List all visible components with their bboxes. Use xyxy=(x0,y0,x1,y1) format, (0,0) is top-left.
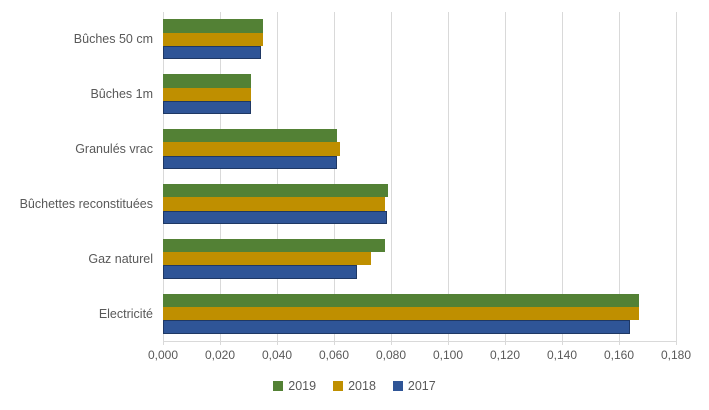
x-tick-mark xyxy=(448,341,449,345)
bar-group xyxy=(163,293,639,334)
x-tick-label: 0,120 xyxy=(489,348,521,362)
bar-2019[interactable] xyxy=(163,19,263,33)
legend-swatch-icon xyxy=(273,381,284,391)
x-tick-label: 0,180 xyxy=(660,348,692,362)
bar-2017[interactable] xyxy=(163,210,387,224)
x-tick-label: 0,080 xyxy=(375,348,407,362)
bar-2019[interactable] xyxy=(163,238,386,253)
legend-swatch-icon xyxy=(392,381,403,391)
x-tick-mark xyxy=(619,341,620,345)
x-tick-label: 0,160 xyxy=(603,348,635,362)
bar-2017[interactable] xyxy=(163,265,357,279)
legend-swatch-icon xyxy=(333,381,344,391)
x-axis-line xyxy=(163,341,677,342)
gridline xyxy=(505,12,506,341)
bar-2018[interactable] xyxy=(163,87,252,101)
legend-label: 2019 xyxy=(288,379,317,393)
x-tick-mark xyxy=(676,341,677,345)
x-tick-label: 0,000 xyxy=(147,348,179,362)
bar-2017[interactable] xyxy=(163,155,337,170)
legend-item-2019[interactable]: 2019 xyxy=(273,379,316,393)
bar-2018[interactable] xyxy=(163,197,386,211)
gridline xyxy=(220,12,221,341)
bar-group xyxy=(163,19,263,60)
gridline xyxy=(676,12,677,341)
bar-2017[interactable] xyxy=(163,320,631,334)
x-tick-label: 0,140 xyxy=(546,348,578,362)
x-tick-mark xyxy=(334,341,335,345)
gridline xyxy=(619,12,620,341)
gridline xyxy=(334,12,335,341)
bar-2019[interactable] xyxy=(163,183,389,198)
category-label: Granulés vrac xyxy=(75,142,153,157)
x-tick-mark xyxy=(562,341,563,345)
category-label: Bûchettes reconstituées xyxy=(19,196,153,211)
x-tick-label: 0,020 xyxy=(204,348,236,362)
legend-item-2017[interactable]: 2017 xyxy=(392,379,436,393)
gridline xyxy=(562,12,563,341)
bar-2018[interactable] xyxy=(163,252,372,266)
legend-item-2018[interactable]: 2018 xyxy=(333,379,376,393)
category-label: Gaz naturel xyxy=(88,251,153,266)
category-label: Bûches 50 cm xyxy=(73,32,153,47)
bar-2019[interactable] xyxy=(163,74,252,88)
category-label: Electricité xyxy=(98,306,153,321)
bar-2019[interactable] xyxy=(163,129,337,143)
x-tick-mark xyxy=(163,341,164,345)
bar-2017[interactable] xyxy=(163,100,251,115)
plot-area xyxy=(163,12,677,341)
bar-2017[interactable] xyxy=(163,46,262,60)
legend: 2019 2018 2017 xyxy=(0,379,709,393)
x-tick-mark xyxy=(277,341,278,345)
gridline xyxy=(163,12,164,341)
gridline xyxy=(391,12,392,341)
legend-label: 2018 xyxy=(348,379,376,393)
x-tick-mark xyxy=(391,341,392,345)
category-label: Bûches 1m xyxy=(90,87,153,102)
x-tick-label: 0,100 xyxy=(432,348,464,362)
x-tick-label: 0,040 xyxy=(261,348,293,362)
bar-group xyxy=(163,238,386,279)
x-tick-mark xyxy=(220,341,221,345)
gridline xyxy=(448,12,449,341)
bar-group xyxy=(163,74,252,115)
bar-group xyxy=(163,129,340,170)
bar-2018[interactable] xyxy=(163,32,263,47)
legend-label: 2017 xyxy=(407,379,436,393)
bar-group xyxy=(163,183,389,224)
x-tick-mark xyxy=(505,341,506,345)
bar-2018[interactable] xyxy=(163,306,639,321)
bar-2018[interactable] xyxy=(163,142,340,156)
gridline xyxy=(277,12,278,341)
x-tick-label: 0,060 xyxy=(318,348,350,362)
bar-2019[interactable] xyxy=(163,293,639,307)
